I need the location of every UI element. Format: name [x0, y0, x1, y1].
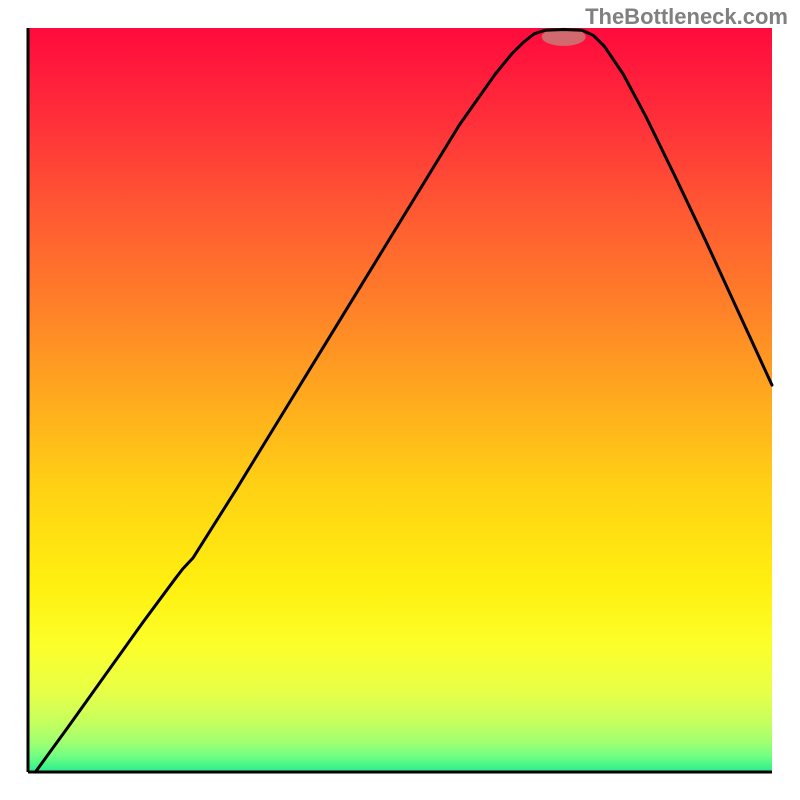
bottleneck-chart [0, 0, 800, 800]
gradient-background [28, 28, 772, 772]
chart-container: TheBottleneck.com [0, 0, 800, 800]
watermark-label: TheBottleneck.com [585, 4, 788, 30]
